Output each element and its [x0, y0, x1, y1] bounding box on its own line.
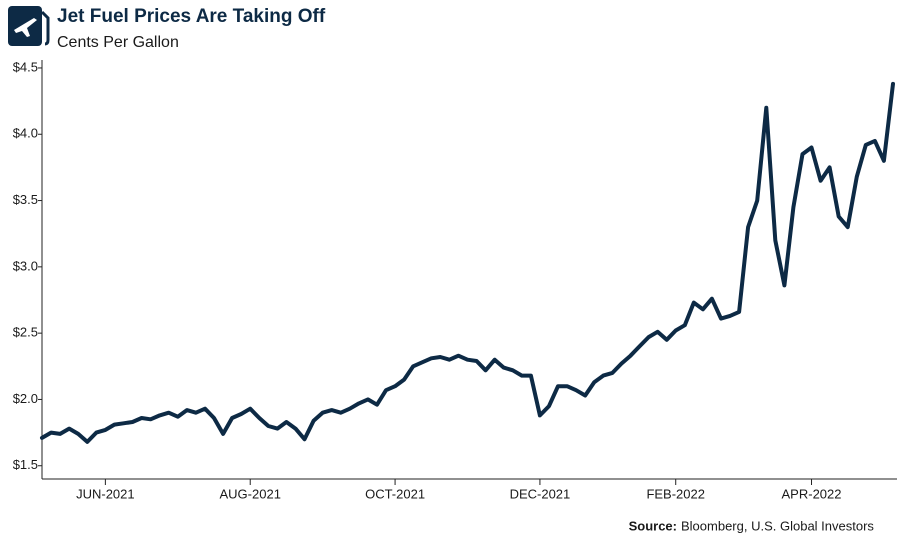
y-tick-label: $3.5	[13, 192, 38, 207]
x-tick-label: FEB-2022	[646, 486, 705, 501]
y-tick-label: $3.0	[13, 258, 38, 273]
y-tick-label: $2.0	[13, 391, 38, 406]
source-text: Bloomberg, U.S. Global Investors	[681, 518, 874, 533]
y-tick-label: $1.5	[13, 457, 38, 472]
price-line	[40, 81, 895, 444]
x-tick-label: AUG-2021	[220, 486, 281, 501]
y-tick-label: $2.5	[13, 325, 38, 340]
x-tick-label: JUN-2021	[76, 486, 135, 501]
plane-fuel-icon	[8, 6, 50, 46]
y-tick-label: $4.5	[13, 59, 38, 74]
x-tick-label: APR-2022	[782, 486, 842, 501]
source-label: Source:	[629, 518, 677, 533]
y-tick-label: $4.0	[13, 126, 38, 141]
x-tick-label: OCT-2021	[365, 486, 425, 501]
chart-subtitle: Cents Per Gallon	[57, 34, 179, 51]
x-tick-label: DEC-2021	[510, 486, 571, 501]
chart-title: Jet Fuel Prices Are Taking Off	[57, 6, 326, 27]
